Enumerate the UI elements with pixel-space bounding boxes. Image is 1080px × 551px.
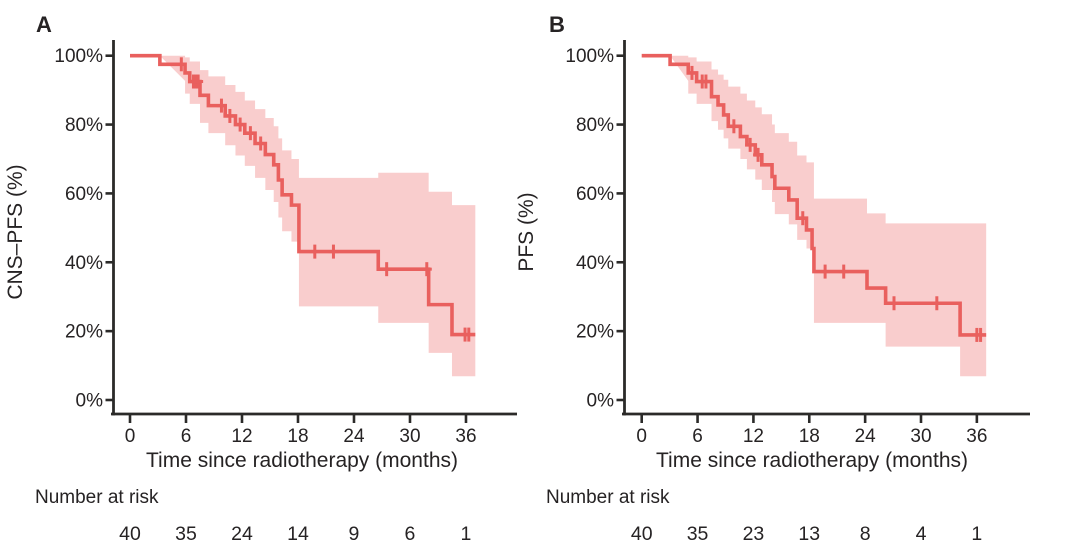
confidence-band-b — [670, 55, 987, 377]
risk-count-b: 35 — [687, 523, 709, 545]
panel-a-number-at-risk-label: Number at risk — [35, 487, 159, 508]
x-tick-label-b: 12 — [743, 426, 764, 447]
x-tick-label-b: 18 — [799, 426, 820, 447]
risk-count-a: 1 — [461, 523, 472, 545]
y-tick-label-a: 40% — [65, 253, 103, 274]
risk-count-b: 1 — [971, 523, 982, 545]
panel-b-letter: B — [549, 12, 565, 37]
panel-a-letter: A — [36, 12, 52, 37]
y-tick-label-b: 100% — [565, 46, 614, 67]
panel-a: 0% 20% 40% 60% 80% 100% 0 6 12 18 24 30 36 40 35 24 14 9 6… — [54, 40, 517, 545]
confidence-band-a — [159, 55, 476, 377]
panel-a-y-axis-title: CNS–PFS (%) — [4, 164, 27, 299]
x-tick-label-a: 6 — [181, 426, 192, 447]
risk-count-b: 8 — [860, 523, 871, 545]
y-tick-label-b: 80% — [576, 115, 614, 136]
x-tick-label-b: 0 — [636, 426, 647, 447]
y-tick-label-a: 20% — [65, 322, 103, 343]
x-tick-label-b: 6 — [692, 426, 703, 447]
y-tick-label-b: 0% — [587, 391, 615, 412]
risk-count-a: 6 — [405, 523, 416, 545]
panel-b-number-at-risk-label: Number at risk — [546, 487, 670, 508]
risk-count-a: 14 — [287, 523, 309, 545]
risk-count-a: 9 — [349, 523, 360, 545]
risk-count-a: 35 — [175, 523, 197, 545]
x-tick-label-a: 36 — [455, 426, 476, 447]
x-tick-label-a: 24 — [343, 426, 365, 447]
panel-b-y-axis-title: PFS (%) — [515, 192, 538, 271]
x-tick-label-a: 30 — [399, 426, 420, 447]
risk-count-b: 23 — [743, 523, 765, 545]
panel-a-x-axis-title: Time since radiotherapy (months) — [146, 449, 458, 472]
risk-count-a: 24 — [231, 523, 253, 545]
x-tick-label-a: 0 — [125, 426, 136, 447]
y-tick-label-a: 100% — [54, 46, 103, 67]
panel-b-x-axis-title: Time since radiotherapy (months) — [656, 449, 968, 472]
km-curve-b — [641, 53, 987, 337]
x-tick-label-a: 12 — [231, 426, 252, 447]
risk-count-b: 13 — [798, 523, 820, 545]
y-tick-label-b: 40% — [576, 253, 614, 274]
risk-count-b: 40 — [631, 523, 653, 545]
risk-count-a: 40 — [119, 523, 141, 545]
x-tick-label-b: 36 — [966, 426, 987, 447]
y-tick-label-a: 80% — [65, 115, 103, 136]
risk-count-b: 4 — [916, 523, 927, 545]
x-tick-label-b: 30 — [910, 426, 931, 447]
y-tick-label-b: 20% — [576, 322, 614, 343]
x-tick-label-b: 24 — [855, 426, 877, 447]
x-tick-label-a: 18 — [287, 426, 308, 447]
y-tick-label-a: 60% — [65, 184, 103, 205]
y-tick-label-b: 60% — [576, 184, 614, 205]
y-tick-label-a: 0% — [76, 391, 104, 412]
panel-b: 0% 20% 40% 60% 80% 100% 0 6 12 18 24 30 36 40 35 23 13 8 4… — [565, 40, 1030, 545]
